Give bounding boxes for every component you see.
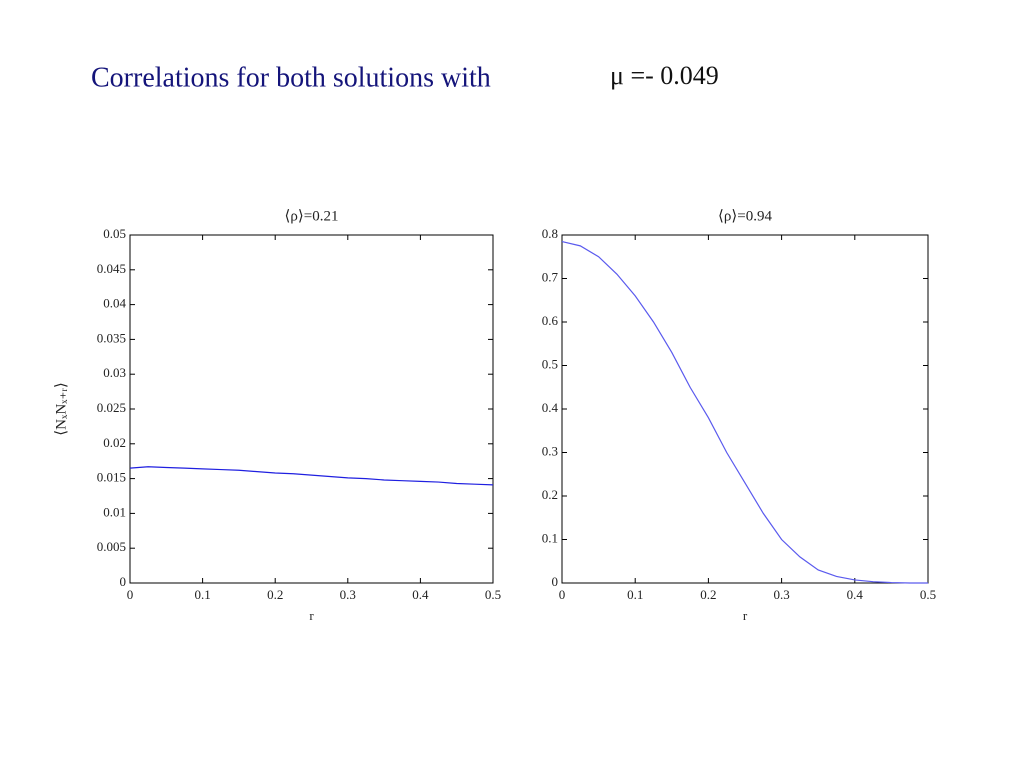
- y-tick-label: 0.3: [542, 443, 558, 458]
- y-tick-label: 0.015: [97, 470, 126, 485]
- y-tick-label: 0: [552, 574, 559, 589]
- y-tick-label: 0.1: [542, 530, 558, 545]
- plot-frame: [561, 234, 929, 584]
- x-tick-label: 0.4: [412, 587, 429, 602]
- y-tick-label: 0.5: [542, 356, 558, 371]
- x-tick-label: 0.3: [773, 587, 789, 602]
- x-tick-label: 0: [559, 587, 566, 602]
- data-line: [561, 240, 928, 584]
- y-tick-label: 0.2: [542, 487, 558, 502]
- x-tick-label: 0.1: [627, 587, 643, 602]
- equation: μ =- 0.049: [610, 61, 719, 90]
- x-tick-label: 0.4: [847, 587, 864, 602]
- plot-frame: [129, 234, 494, 584]
- x-tick-label: 0.2: [700, 587, 716, 602]
- y-tick-label: 0.01: [103, 504, 126, 519]
- y-axis-label: ⟨NₓNₓ₊ᵣ⟩: [53, 382, 69, 435]
- x-tick-label: 0.5: [485, 587, 501, 602]
- y-tick-label: 0.7: [542, 269, 559, 284]
- x-axis-label: r: [743, 608, 748, 623]
- y-tick-label: 0.025: [97, 400, 126, 415]
- y-tick-label: 0: [120, 574, 127, 589]
- y-tick-label: 0.04: [103, 296, 126, 311]
- y-tick-label: 0.02: [103, 435, 126, 450]
- y-tick-label: 0.8: [542, 226, 558, 241]
- y-tick-label: 0.6: [542, 313, 559, 328]
- x-tick-label: 0.1: [194, 587, 210, 602]
- y-tick-label: 0.045: [97, 261, 126, 276]
- chart-title: ⟨ρ⟩=0.21: [285, 208, 339, 224]
- x-tick-label: 0.2: [267, 587, 283, 602]
- y-tick-label: 0.03: [103, 365, 126, 380]
- slide-title: Correlations for both solutions with: [91, 62, 491, 93]
- chart-title: ⟨ρ⟩=0.94: [718, 208, 772, 224]
- data-line: [129, 466, 494, 486]
- y-tick-label: 0.05: [103, 226, 126, 241]
- x-tick-label: 0.5: [920, 587, 936, 602]
- x-tick-label: 0.3: [340, 587, 356, 602]
- y-tick-label: 0.035: [97, 330, 126, 345]
- x-axis-label: r: [309, 608, 314, 623]
- x-tick-label: 0: [127, 587, 134, 602]
- y-tick-label: 0.4: [542, 400, 559, 415]
- y-tick-label: 0.005: [97, 539, 126, 554]
